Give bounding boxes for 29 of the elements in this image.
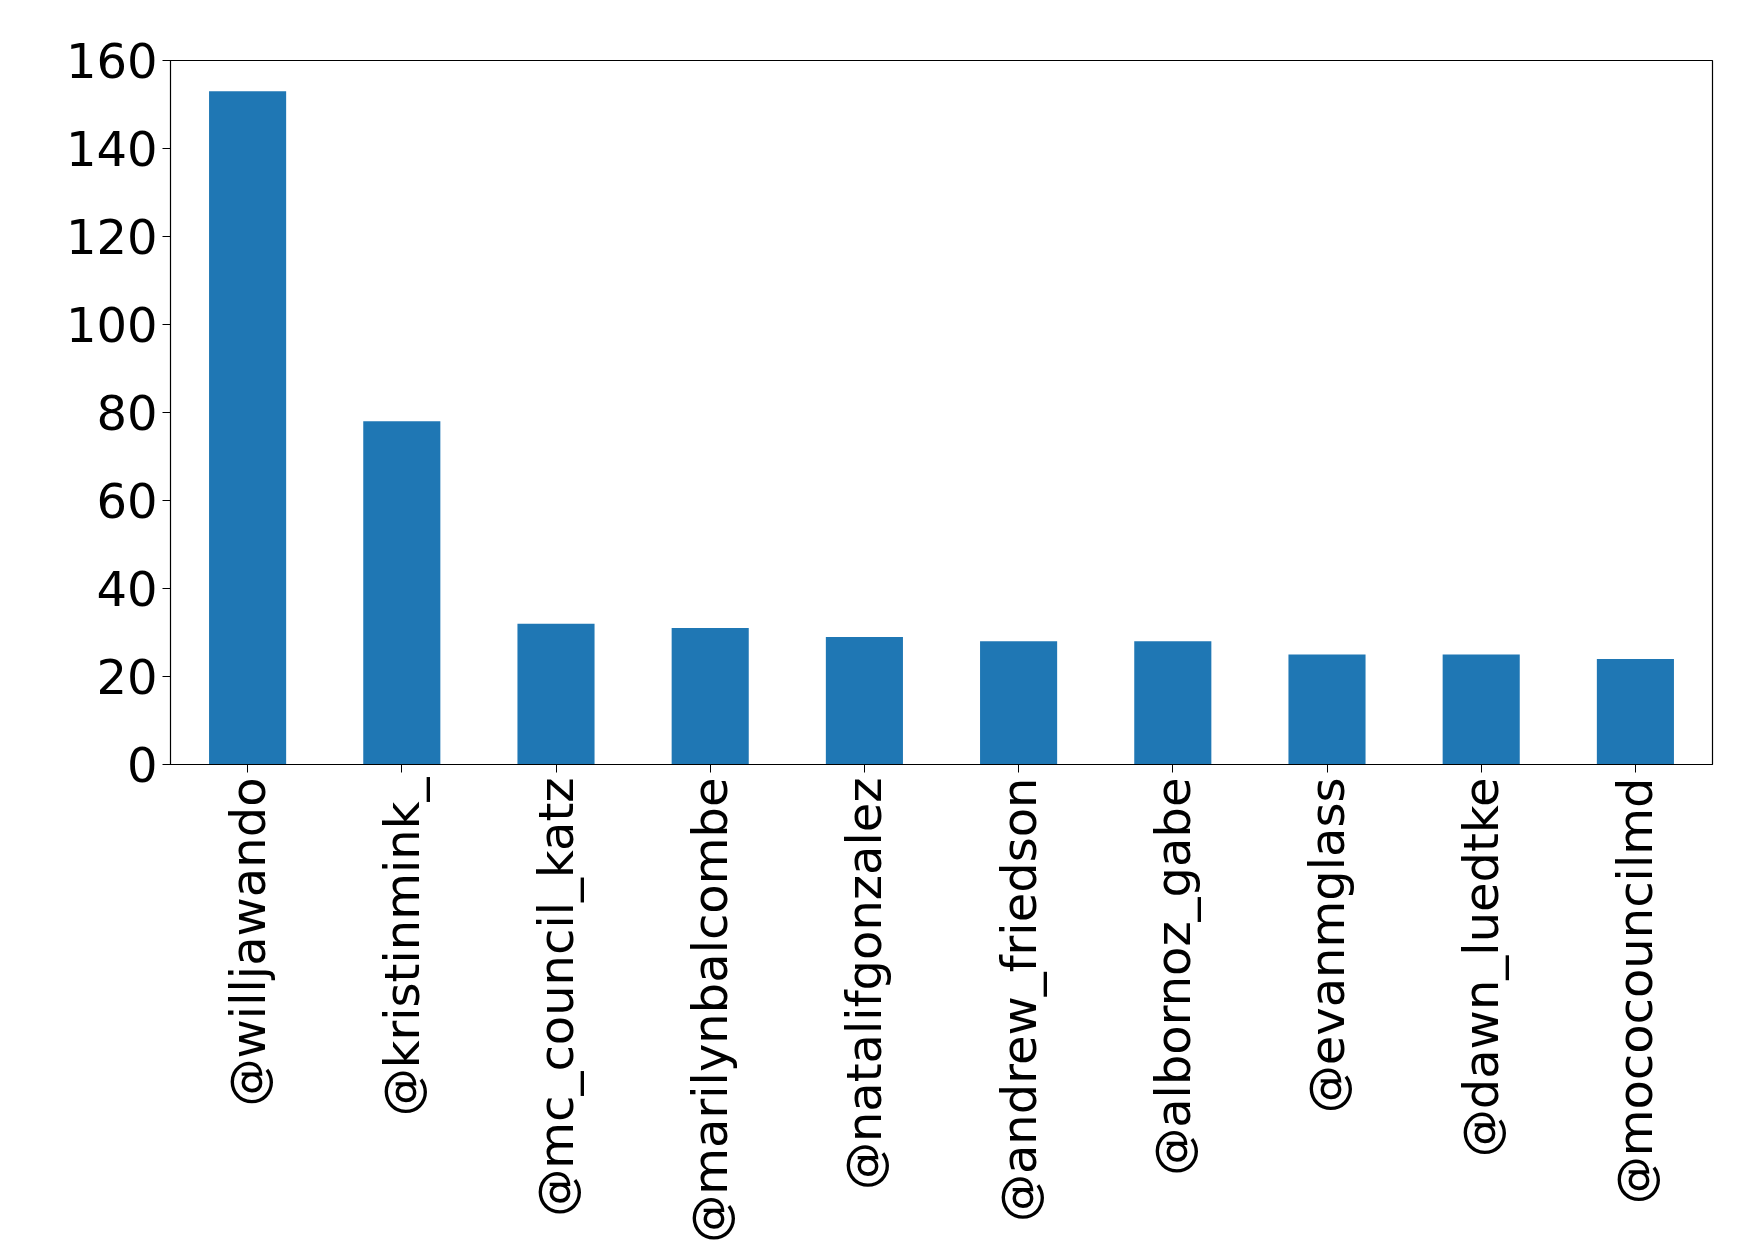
y-tick-label: 120 xyxy=(65,209,158,265)
y-tick-label: 60 xyxy=(96,473,158,529)
y-tick-label: 160 xyxy=(65,33,158,89)
y-tick-label: 80 xyxy=(96,385,158,441)
x-tick-label: @albornoz_gabe xyxy=(1144,777,1201,1176)
y-tick-label: 40 xyxy=(96,561,158,617)
bar xyxy=(825,636,903,765)
bar xyxy=(1442,654,1520,765)
bar xyxy=(1134,641,1212,765)
y-tick-label: 100 xyxy=(65,297,158,353)
x-tick-label: @mococouncilmd xyxy=(1607,777,1664,1205)
x-tick-label: @andrew_friedson xyxy=(990,777,1047,1223)
y-tick-label: 0 xyxy=(126,737,158,793)
x-tick-label: @kristinmink_ xyxy=(373,776,430,1117)
bar xyxy=(363,421,441,765)
bar xyxy=(1596,658,1674,765)
x-tick-label: @dawn_luedtke xyxy=(1453,777,1510,1158)
x-tick-label: @mc_council_katz xyxy=(528,777,584,1217)
bar xyxy=(517,623,595,765)
x-tick-label: @willjawando xyxy=(219,777,276,1107)
bar xyxy=(209,91,287,765)
x-tick-label: @natalifgonzalez xyxy=(836,777,893,1191)
x-tick-label: @marilynbalcombe xyxy=(682,777,739,1243)
bar xyxy=(1288,654,1366,765)
bar xyxy=(671,628,749,765)
y-tick-label: 140 xyxy=(65,121,158,177)
x-tick-label: @evanmglass xyxy=(1299,777,1355,1114)
bar xyxy=(980,641,1058,765)
y-tick-label: 20 xyxy=(96,649,158,705)
